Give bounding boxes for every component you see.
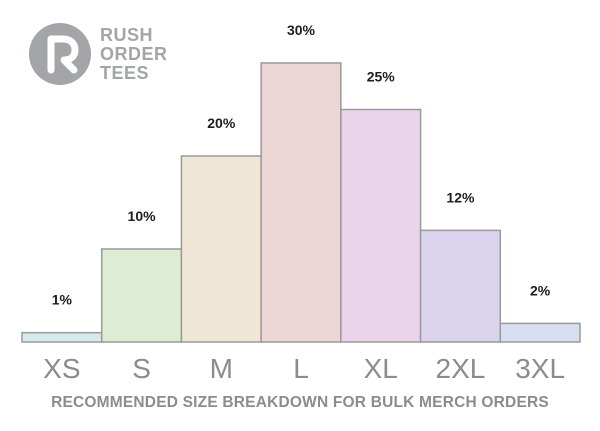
bar-m (180, 155, 262, 343)
category-label-m: M (210, 353, 233, 384)
value-label-s: 10% (128, 208, 157, 224)
bar-s (100, 248, 183, 343)
bar-3xl (499, 322, 581, 343)
logo-wordmark: RUSH ORDER TEES (100, 24, 168, 83)
value-label-m: 20% (207, 115, 236, 131)
category-label-2xl: 2XL (436, 353, 486, 384)
chart-caption: RECOMMENDED SIZE BREAKDOWN FOR BULK MERC… (51, 394, 549, 411)
value-label-l: 30% (287, 22, 316, 38)
bar-l (260, 62, 342, 343)
value-label-3xl: 2% (530, 282, 551, 298)
logo-line-3: TEES (100, 62, 150, 83)
bar-2xl (419, 229, 502, 343)
bar-xs (21, 331, 103, 343)
bar-xl (340, 108, 422, 343)
logo-mark-icon (29, 23, 91, 85)
category-label-s: S (132, 353, 151, 384)
category-label-l: L (293, 353, 309, 384)
category-label-3xl: 3XL (515, 353, 565, 384)
logo-line-1: RUSH (100, 24, 154, 45)
category-label-xs: XS (43, 353, 80, 384)
value-label-2xl: 12% (446, 189, 475, 205)
category-label-xl: XL (364, 353, 398, 384)
value-label-xs: 1% (52, 292, 73, 308)
logo-line-2: ORDER (100, 43, 168, 64)
value-label-xl: 25% (367, 69, 396, 85)
brand-logo: RUSH ORDER TEES (28, 22, 168, 86)
